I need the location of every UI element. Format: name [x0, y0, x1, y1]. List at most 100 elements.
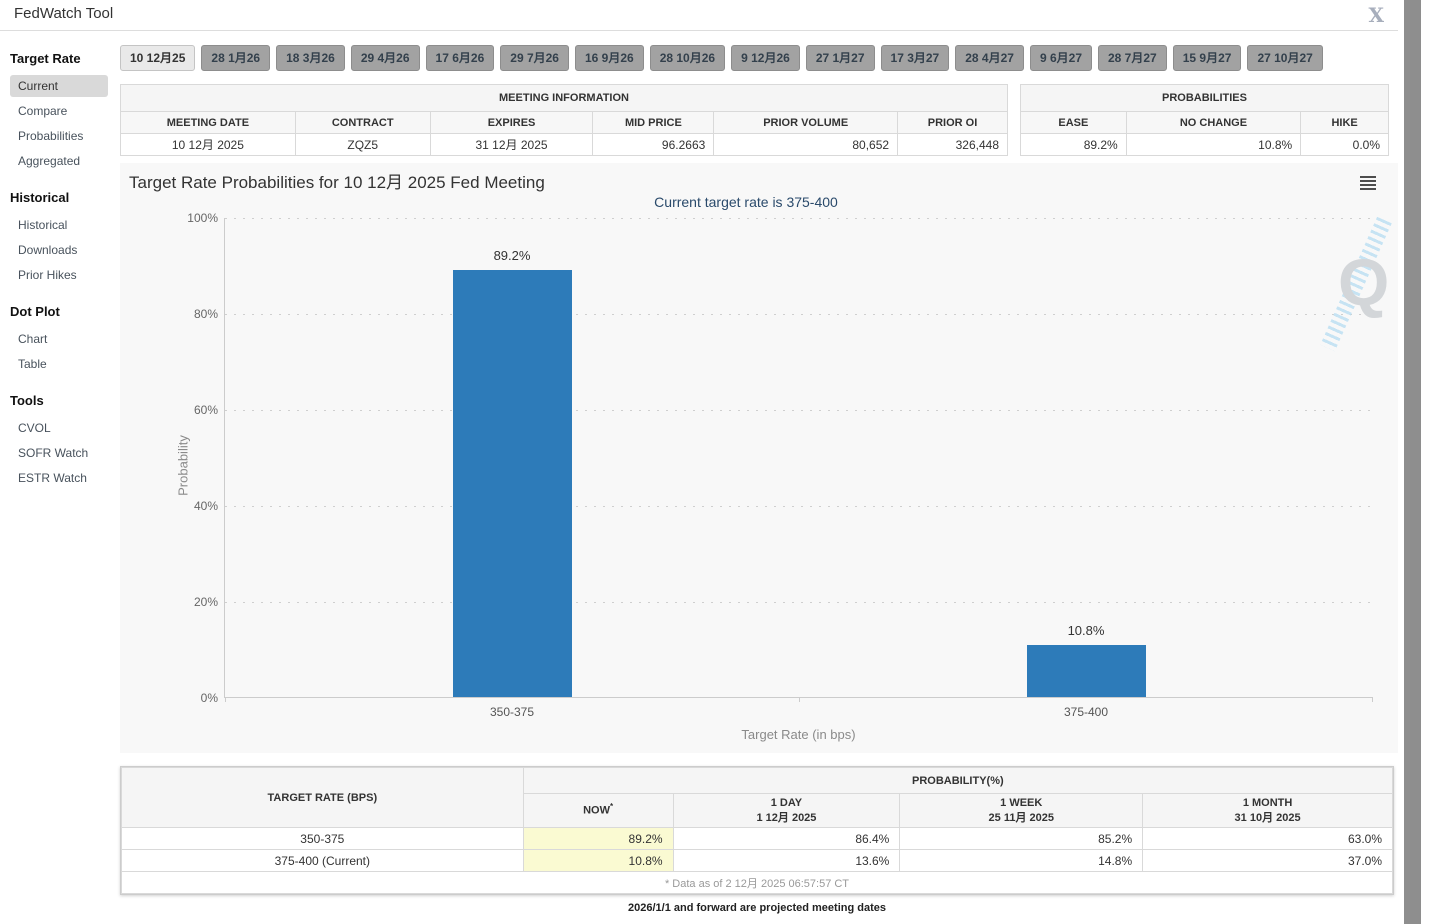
- tab-meeting-date[interactable]: 28 4月27: [955, 45, 1024, 71]
- week-375-400: 14.8%: [899, 849, 1144, 872]
- y-tick-20: 20%: [193, 595, 218, 609]
- now-375-400: 10.8%: [522, 849, 674, 872]
- sidebar-item-estr-watch[interactable]: ESTR Watch: [18, 471, 87, 485]
- sidebar-section-dot-plot: Dot Plot: [10, 304, 60, 319]
- expires-value: 31 12月 2025: [429, 133, 594, 156]
- target-rate-chart: Target Rate Probabilities for 10 12月 202…: [120, 163, 1398, 753]
- y-axis-title: Probability: [175, 434, 191, 496]
- y-tick-40: 40%: [193, 499, 218, 513]
- col-hike: HIKE: [1300, 111, 1389, 134]
- y-tick-60: 60%: [193, 403, 218, 417]
- col-1-week: 1 WEEK 25 11月 2025: [899, 793, 1144, 828]
- probabilities-row: 89.2% 10.8% 0.0%: [1020, 133, 1389, 156]
- bar-label-375-400: 10.8%: [1067, 623, 1105, 639]
- x-tick-350-375: 350-375: [489, 705, 535, 719]
- col-ease: EASE: [1020, 111, 1127, 134]
- sidebar: Target Rate Current Compare Probabilitie…: [0, 31, 118, 914]
- sidebar-item-downloads[interactable]: Downloads: [18, 243, 78, 257]
- meeting-date-tabs: 10 12月25 28 1月26 18 3月26 29 4月26 17 6月26…: [120, 45, 1398, 71]
- bar-375-400[interactable]: [1027, 645, 1146, 697]
- now-350-375: 89.2%: [522, 827, 674, 850]
- col-prior-oi: PRIOR OI: [897, 111, 1008, 134]
- bar-350-375[interactable]: [453, 269, 572, 697]
- tab-meeting-date[interactable]: 17 3月27: [880, 45, 950, 71]
- close-icon[interactable]: X: [1368, 3, 1384, 27]
- tab-meeting-date[interactable]: 28 10月26: [649, 45, 726, 71]
- col-contract: CONTRACT: [294, 111, 431, 134]
- sidebar-item-historical[interactable]: Historical: [18, 218, 68, 232]
- sidebar-item-current[interactable]: Current: [10, 75, 108, 97]
- sidebar-item-chart[interactable]: Chart: [18, 332, 48, 346]
- meeting-info-row: 10 12月 2025 ZQZ5 31 12月 2025 96.2663 80,…: [120, 133, 1008, 156]
- col-1-day: 1 DAY 1 12月 2025: [672, 793, 901, 828]
- plot-area: 100% 80% 60% 40% 20% 0% Probability 89.2…: [176, 211, 1392, 742]
- tab-meeting-date[interactable]: 29 4月26: [350, 45, 420, 71]
- prior-volume-value: 80,652: [713, 133, 899, 156]
- meeting-information-table: MEETING INFORMATION MEETING DATE CONTRAC…: [120, 84, 1008, 156]
- col-1-month: 1 MONTH 31 10月 2025: [1142, 793, 1393, 828]
- probabilities-title: PROBABILITIES: [1020, 84, 1389, 112]
- tab-meeting-date[interactable]: 9 12月26: [731, 45, 800, 71]
- col-now: NOW*: [522, 793, 674, 828]
- month-375-400: 37.0%: [1142, 849, 1393, 872]
- sidebar-item-cvol[interactable]: CVOL: [18, 421, 51, 435]
- page: FedWatch Tool X Target Rate Current Comp…: [0, 0, 1398, 914]
- watermark-q-logo: Q: [1338, 245, 1390, 319]
- prior-oi-value: 326,448: [897, 133, 1008, 156]
- tab-meeting-date[interactable]: 10 12月25: [120, 45, 196, 71]
- tab-meeting-date[interactable]: 29 7月26: [500, 45, 569, 71]
- sidebar-item-probabilities[interactable]: Probabilities: [18, 129, 84, 143]
- table-row: 350-375 89.2% 86.4% 85.2% 63.0%: [121, 827, 1393, 850]
- chart-menu-icon[interactable]: [1360, 176, 1376, 192]
- projected-dates-note: 2026/1/1 and forward are projected meeti…: [628, 902, 886, 914]
- table-row: 375-400 (Current) 10.8% 13.6% 14.8% 37.0…: [121, 849, 1393, 872]
- title-bar: FedWatch Tool X: [0, 0, 1398, 31]
- bar-label-350-375: 89.2%: [493, 247, 531, 263]
- sidebar-section-target-rate: Target Rate: [10, 51, 81, 66]
- meeting-info-title: MEETING INFORMATION: [120, 84, 1008, 112]
- sidebar-item-table[interactable]: Table: [18, 357, 47, 371]
- probabilities-table: PROBABILITIES EASE NO CHANGE HIKE 89.2% …: [1020, 84, 1389, 156]
- tab-meeting-date[interactable]: 16 9月26: [574, 45, 644, 71]
- col-probability-pct: PROBABILITY(%): [522, 767, 1394, 794]
- sidebar-item-aggregated[interactable]: Aggregated: [18, 154, 81, 168]
- vertical-scrollbar[interactable]: [1404, 0, 1421, 924]
- probability-history-table-wrap: TARGET RATE (BPS) PROBABILITY(%) NOW* 1 …: [120, 766, 1394, 895]
- tab-meeting-date[interactable]: 9 6月27: [1029, 45, 1092, 71]
- col-target-rate-bps: TARGET RATE (BPS): [121, 767, 524, 828]
- main-content: 10 12月25 28 1月26 18 3月26 29 4月26 17 6月26…: [118, 31, 1406, 914]
- tab-meeting-date[interactable]: 27 10月27: [1247, 45, 1323, 71]
- week-350-375: 85.2%: [899, 827, 1144, 850]
- meeting-date-value: 10 12月 2025: [120, 133, 296, 156]
- hike-value: 0.0%: [1300, 133, 1389, 156]
- tab-meeting-date[interactable]: 15 9月27: [1172, 45, 1242, 71]
- sidebar-section-historical: Historical: [10, 190, 70, 205]
- sidebar-item-compare[interactable]: Compare: [18, 104, 68, 118]
- col-mid-price: MID PRICE: [592, 111, 715, 134]
- tab-meeting-date[interactable]: 27 1月27: [805, 45, 875, 71]
- chart-subtitle: Current target rate is 375-400: [654, 194, 838, 210]
- x-tick-375-400: 375-400: [1063, 705, 1109, 719]
- sidebar-item-sofr-watch[interactable]: SOFR Watch: [18, 446, 89, 460]
- tab-meeting-date[interactable]: 17 6月26: [425, 45, 495, 71]
- ease-value: 89.2%: [1020, 133, 1127, 156]
- sidebar-item-prior-hikes[interactable]: Prior Hikes: [18, 268, 77, 282]
- tab-meeting-date[interactable]: 28 1月26: [201, 45, 271, 71]
- contract-value: ZQZ5: [294, 133, 431, 156]
- col-no-change: NO CHANGE: [1125, 111, 1302, 134]
- rate-375-400: 375-400 (Current): [121, 849, 524, 872]
- tab-meeting-date[interactable]: 28 7月27: [1098, 45, 1167, 71]
- x-axis-title: Target Rate (in bps): [741, 727, 856, 742]
- col-expires: EXPIRES: [429, 111, 594, 134]
- y-tick-0: 0%: [200, 691, 218, 705]
- day-375-400: 13.6%: [672, 849, 901, 872]
- quikstrike-watermark: Q: [1320, 216, 1410, 352]
- tab-meeting-date[interactable]: 18 3月26: [276, 45, 345, 71]
- y-tick-100: 100%: [187, 211, 218, 225]
- day-350-375: 86.4%: [672, 827, 901, 850]
- col-prior-volume: PRIOR VOLUME: [713, 111, 899, 134]
- no-change-value: 10.8%: [1125, 133, 1302, 156]
- rate-350-375: 350-375: [121, 827, 524, 850]
- col-meeting-date: MEETING DATE: [120, 111, 296, 134]
